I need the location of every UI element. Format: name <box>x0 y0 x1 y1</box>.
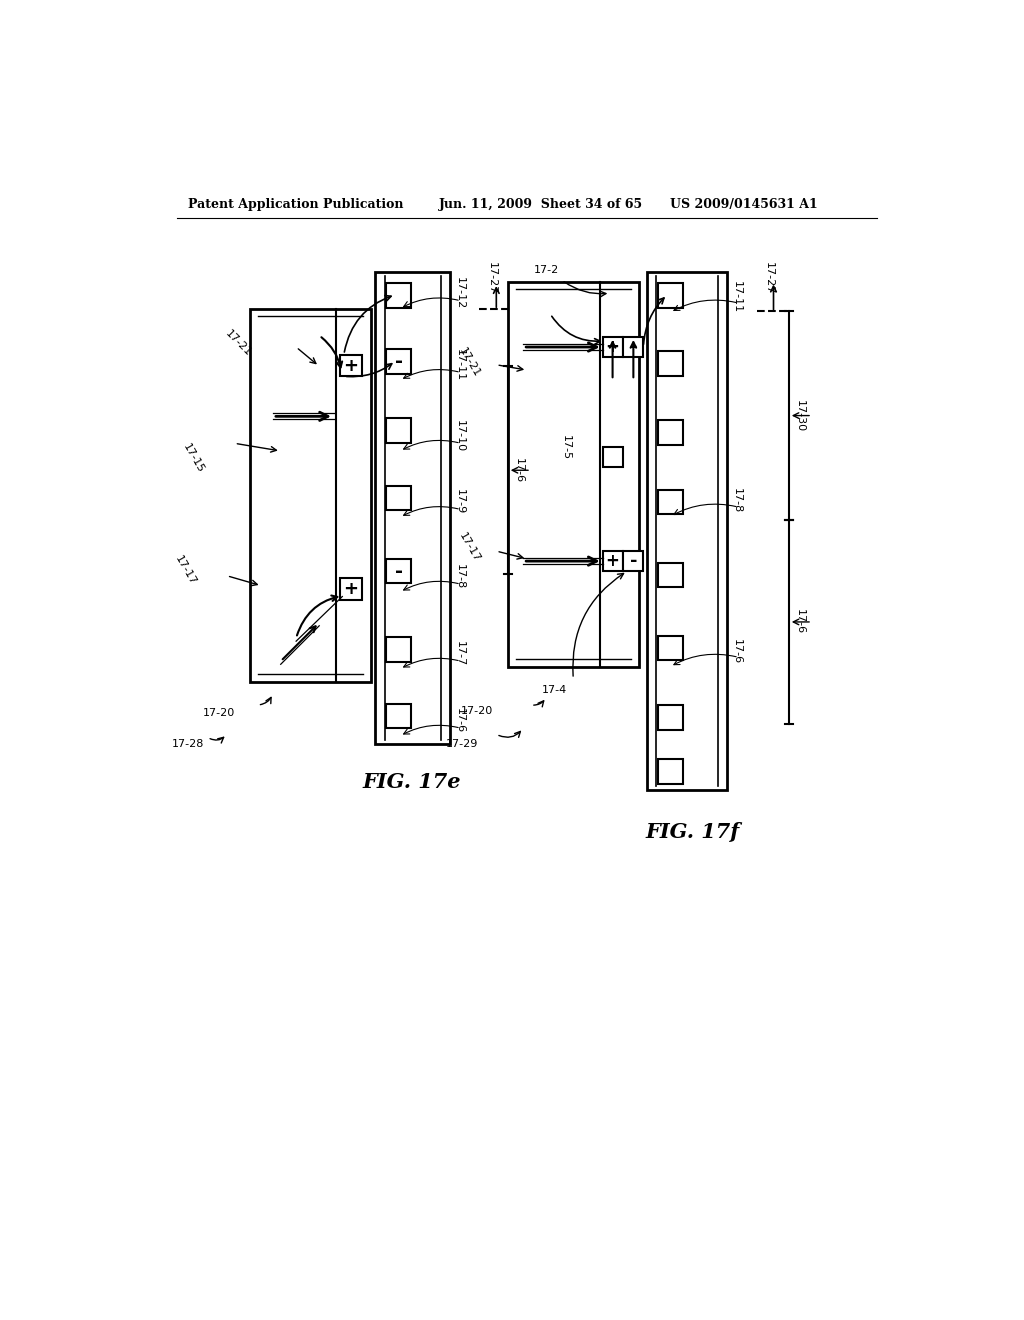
Bar <box>647 272 727 789</box>
Text: 17-9: 17-9 <box>455 490 465 515</box>
Text: 17-6: 17-6 <box>455 708 465 733</box>
Text: FIG. 17f: FIG. 17f <box>645 822 739 842</box>
Text: 17-17: 17-17 <box>173 554 198 587</box>
Bar <box>658 490 683 515</box>
Bar <box>386 418 411 442</box>
Bar <box>624 337 643 358</box>
Text: 17-12: 17-12 <box>455 277 465 309</box>
Bar <box>386 704 411 729</box>
Bar <box>376 272 451 743</box>
Text: Patent Application Publication: Patent Application Publication <box>188 198 403 211</box>
Text: 17-2: 17-2 <box>534 265 559 275</box>
Bar <box>658 636 683 660</box>
Text: +: + <box>343 579 358 598</box>
Text: 17-7: 17-7 <box>455 642 465 667</box>
Text: 17-8: 17-8 <box>732 488 742 513</box>
Bar <box>250 309 371 682</box>
Text: 17-27: 17-27 <box>487 261 497 294</box>
Bar <box>386 284 411 308</box>
Bar <box>602 337 623 358</box>
Bar <box>658 284 683 308</box>
Text: 17-20: 17-20 <box>203 708 236 718</box>
Text: -: - <box>394 352 402 371</box>
Text: 17-29: 17-29 <box>445 739 478 748</box>
Text: +: + <box>605 338 620 356</box>
Text: 17-6: 17-6 <box>514 458 524 483</box>
Text: 17-4: 17-4 <box>542 685 566 694</box>
Text: -: - <box>394 561 402 581</box>
Text: 17-21: 17-21 <box>223 329 253 358</box>
Text: 17-20: 17-20 <box>461 706 494 717</box>
Text: US 2009/0145631 A1: US 2009/0145631 A1 <box>670 198 817 211</box>
Bar <box>386 350 411 374</box>
Bar <box>340 578 361 599</box>
Bar <box>658 705 683 730</box>
Text: FIG. 17e: FIG. 17e <box>362 772 461 792</box>
Text: 17-10: 17-10 <box>455 420 465 451</box>
Text: +: + <box>343 356 358 375</box>
Text: 17-28: 17-28 <box>172 739 205 748</box>
Bar <box>386 638 411 663</box>
Text: Jun. 11, 2009  Sheet 34 of 65: Jun. 11, 2009 Sheet 34 of 65 <box>438 198 643 211</box>
Text: 17-6: 17-6 <box>732 639 742 664</box>
Text: 17-17: 17-17 <box>457 531 481 564</box>
Text: 17-11: 17-11 <box>732 281 742 313</box>
Bar <box>386 486 411 511</box>
Bar <box>658 351 683 376</box>
Text: 17-27: 17-27 <box>764 261 774 294</box>
Text: -: - <box>630 552 637 570</box>
Text: 17-30: 17-30 <box>795 400 805 432</box>
Text: 17-15: 17-15 <box>180 442 206 475</box>
Bar <box>658 562 683 587</box>
Bar <box>508 281 639 667</box>
Bar <box>624 552 643 572</box>
Bar <box>658 759 683 784</box>
Bar <box>602 447 623 467</box>
Bar <box>658 420 683 445</box>
Bar <box>340 355 361 376</box>
Text: +: + <box>605 552 620 570</box>
Text: 17-6: 17-6 <box>795 610 805 635</box>
Text: -: - <box>630 338 637 356</box>
Text: 17-8: 17-8 <box>455 564 465 589</box>
Text: 17-11: 17-11 <box>455 348 465 381</box>
Text: 17-21: 17-21 <box>457 346 481 379</box>
Bar <box>602 552 623 572</box>
Bar <box>386 558 411 583</box>
Text: 17-5: 17-5 <box>560 434 570 459</box>
